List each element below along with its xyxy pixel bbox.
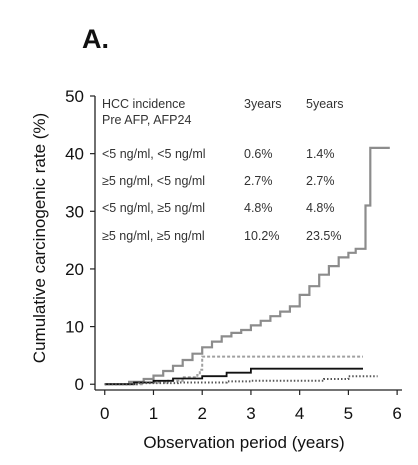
table-row-4-label: ≥5 ng/ml, ≥5 ng/ml [102,229,205,243]
table-row-1-3y: 0.6% [244,147,273,161]
table-header-3years: 3years [244,97,282,111]
x-ticks: 0 1 2 3 4 5 6 [100,390,402,423]
table-row-2-label: ≥5 ng/ml, <5 ng/ml [102,174,205,188]
table-row-2-3y: 2.7% [244,174,273,188]
table-row-1-5y: 1.4% [306,147,335,161]
table-row-2-5y: 2.7% [306,174,335,188]
legend-table: HCC incidence 3years 5years Pre AFP, AFP… [102,97,344,243]
series-2-line [104,355,363,386]
y-tick-label: 20 [65,260,84,279]
x-axis-title: Observation period (years) [143,433,344,452]
table-row-3-5y: 4.8% [306,201,335,215]
y-tick-label: 50 [65,87,84,106]
y-tick-label: 40 [65,145,84,164]
table-row-4-3y: 10.2% [244,229,279,243]
y-ticks: 0 10 20 30 40 50 [65,87,95,394]
series-layer [104,146,390,386]
x-tick-label: 5 [344,404,353,423]
table-header-title: HCC incidence [102,97,185,111]
x-tick-label: 6 [392,404,401,423]
y-tick-label: 10 [65,318,84,337]
series-3-line [104,367,363,386]
x-tick-label: 4 [295,404,304,423]
table-row-1-label: <5 ng/ml, <5 ng/ml [102,147,206,161]
x-tick-label: 2 [197,404,206,423]
series-4-line [104,375,378,386]
y-tick-label: 30 [65,202,84,221]
table-row-4-5y: 23.5% [306,229,341,243]
table-header-5years: 5years [306,97,344,111]
table-subheader: Pre AFP, AFP24 [102,113,191,127]
table-row-3-label: <5 ng/ml, ≥5 ng/ml [102,201,205,215]
panel-label: A. [82,24,109,54]
x-tick-label: 1 [149,404,158,423]
x-tick-label: 3 [246,404,255,423]
y-tick-label: 0 [75,375,84,394]
y-axis-title: Cumulative carcinogenic rate (%) [30,113,49,363]
series-1-line [104,146,390,386]
x-tick-label: 0 [100,404,109,423]
table-row-3-3y: 4.8% [244,201,273,215]
